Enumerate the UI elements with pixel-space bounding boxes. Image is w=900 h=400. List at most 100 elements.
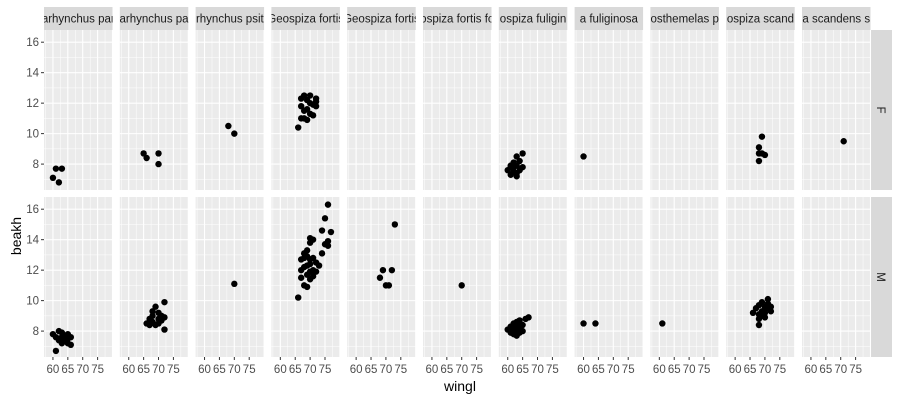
data-point — [58, 165, 66, 172]
x-tick-label: 60 — [653, 364, 666, 376]
y-tick-label: 14 — [26, 235, 39, 247]
panel-background — [423, 30, 492, 190]
x-tick-label: 70 — [76, 364, 89, 376]
data-point — [143, 154, 150, 162]
facet-strip-label: Geospiza fortis — [267, 14, 344, 26]
panel-background — [574, 30, 644, 190]
y-axis-title: beakh — [8, 217, 24, 255]
data-point — [297, 274, 305, 281]
x-tick-label: 60 — [426, 364, 439, 376]
panel-background — [44, 197, 113, 357]
data-point — [149, 308, 156, 315]
x-tick-label: 60 — [350, 364, 363, 376]
x-tick-label: 60 — [729, 364, 742, 376]
data-point — [513, 170, 520, 177]
panel-background — [119, 30, 189, 190]
facet-strip-label: ospiza scand — [727, 14, 794, 26]
data-point — [161, 298, 168, 306]
data-point — [312, 268, 320, 275]
data-point — [225, 122, 232, 130]
facet-strip-label: rhynchus psit — [196, 14, 265, 26]
data-point — [525, 314, 532, 321]
x-tick-label: 65 — [744, 364, 757, 376]
data-point — [755, 321, 763, 329]
data-point — [140, 150, 147, 157]
x-tick-label: 65 — [819, 364, 832, 376]
data-point — [749, 309, 757, 317]
data-point — [391, 221, 399, 228]
x-tick-label: 75 — [849, 364, 862, 376]
panel-background — [650, 197, 719, 357]
x-tick-label: 75 — [319, 364, 332, 376]
x-tick-label: 70 — [304, 364, 317, 376]
x-tick-label: 70 — [380, 364, 393, 376]
panel-background — [347, 30, 416, 190]
data-point — [309, 273, 317, 280]
y-tick-label: 12 — [26, 98, 39, 110]
data-point — [516, 326, 523, 333]
facet-strip-label: osthemelas p — [650, 14, 718, 26]
x-tick-label: 75 — [91, 364, 104, 376]
data-point — [758, 133, 766, 140]
facet-strip-label: ospiza fuligin — [500, 14, 566, 26]
row-strip — [870, 197, 892, 357]
x-tick-label: 65 — [137, 364, 150, 376]
data-point — [519, 321, 526, 329]
data-point — [312, 95, 320, 102]
data-point — [306, 260, 314, 268]
data-point — [55, 179, 63, 186]
x-tick-label: 60 — [47, 364, 60, 376]
data-point — [513, 153, 520, 160]
data-point — [761, 314, 769, 321]
data-point — [764, 295, 772, 303]
x-tick-label: 60 — [122, 364, 135, 376]
x-tick-label: 70 — [834, 364, 847, 376]
facet-strip — [423, 7, 492, 30]
data-point — [49, 174, 57, 182]
x-tick-label: 70 — [455, 364, 468, 376]
row-strip — [870, 30, 892, 190]
facet-strip — [347, 7, 416, 30]
data-point — [309, 254, 317, 262]
data-point — [840, 138, 847, 145]
facet-strip — [802, 7, 871, 30]
data-point — [161, 326, 168, 333]
data-point — [458, 282, 465, 289]
facet-strip-label: Geospiza fortis — [343, 14, 420, 26]
facet-strip-label: arhynchus par — [42, 14, 115, 26]
y-tick-label: 10 — [26, 296, 39, 308]
data-point — [231, 280, 238, 288]
data-point — [306, 92, 314, 99]
data-point — [324, 201, 332, 208]
facet-strip — [574, 7, 644, 30]
x-tick-label: 70 — [152, 364, 165, 376]
x-tick-label: 60 — [805, 364, 818, 376]
data-point — [767, 308, 775, 315]
y-tick-label: 16 — [26, 204, 39, 216]
panel-background — [650, 30, 719, 190]
panel-background — [726, 197, 795, 357]
data-point — [161, 314, 168, 321]
facet-strip-label: ospiza fortis fo — [420, 14, 494, 26]
data-point — [55, 335, 63, 342]
panel-background — [195, 30, 265, 190]
data-point — [155, 150, 162, 157]
data-point — [315, 262, 323, 269]
x-axis-title: wingl — [443, 378, 476, 394]
x-tick-label: 70 — [607, 364, 620, 376]
data-point — [761, 309, 769, 317]
x-tick-label: 65 — [516, 364, 529, 376]
facet-strip-label: a scandens s — [802, 14, 870, 26]
x-tick-label: 65 — [289, 364, 302, 376]
facet-strip — [195, 7, 265, 30]
panel-background — [802, 197, 871, 357]
x-tick-label: 75 — [167, 364, 180, 376]
data-point — [309, 236, 317, 243]
data-point — [580, 153, 587, 160]
data-point — [324, 237, 332, 245]
facet-strip — [271, 7, 340, 30]
panel-background — [802, 30, 871, 190]
x-tick-label: 60 — [198, 364, 211, 376]
data-point — [592, 320, 599, 327]
